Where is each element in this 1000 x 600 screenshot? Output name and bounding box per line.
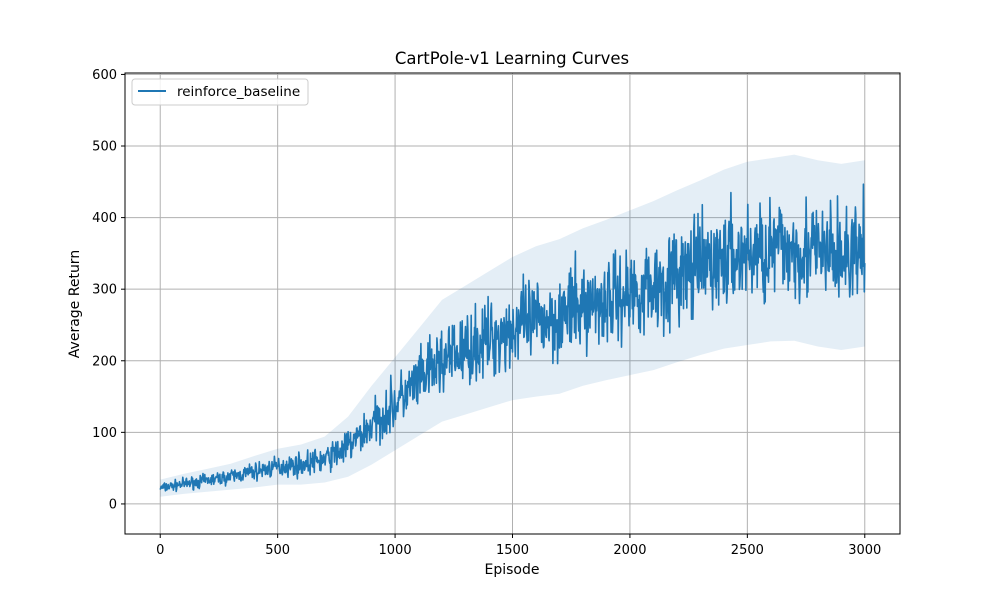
y-tick-label: 100: [92, 426, 117, 441]
x-tick-label: 2500: [731, 543, 764, 558]
x-tick-label: 3000: [848, 543, 881, 558]
legend-label: reinforce_baseline: [177, 84, 300, 100]
x-tick-label: 2000: [613, 543, 646, 558]
y-tick-label: 600: [92, 68, 117, 83]
series-line-reinforce-baseline: [159, 183, 866, 493]
y-tick-label: 0: [109, 497, 117, 512]
grid-lines: [125, 73, 900, 534]
legend: reinforce_baseline: [131, 78, 309, 106]
x-tick-label: 1000: [379, 543, 412, 558]
series-line-layer: [159, 183, 866, 493]
x-tick-label: 0: [156, 543, 164, 558]
x-tick-label: 500: [265, 543, 290, 558]
y-tick-label: 400: [92, 211, 117, 226]
y-tick-label: 200: [92, 354, 117, 369]
x-axis-label: Episode: [485, 562, 540, 578]
legend-box: [131, 78, 309, 106]
y-tick-label: 500: [92, 140, 117, 155]
x-axis-ticks: 0 500 1000 1500 2000 2500 3000: [156, 534, 881, 558]
x-tick-label: 1500: [496, 543, 529, 558]
y-axis-label: Average Return: [67, 250, 83, 358]
chart-title: CartPole-v1 Learning Curves: [395, 49, 629, 68]
y-axis-ticks: 0 100 200 300 400 500 600: [92, 68, 125, 512]
y-tick-label: 300: [92, 283, 117, 298]
